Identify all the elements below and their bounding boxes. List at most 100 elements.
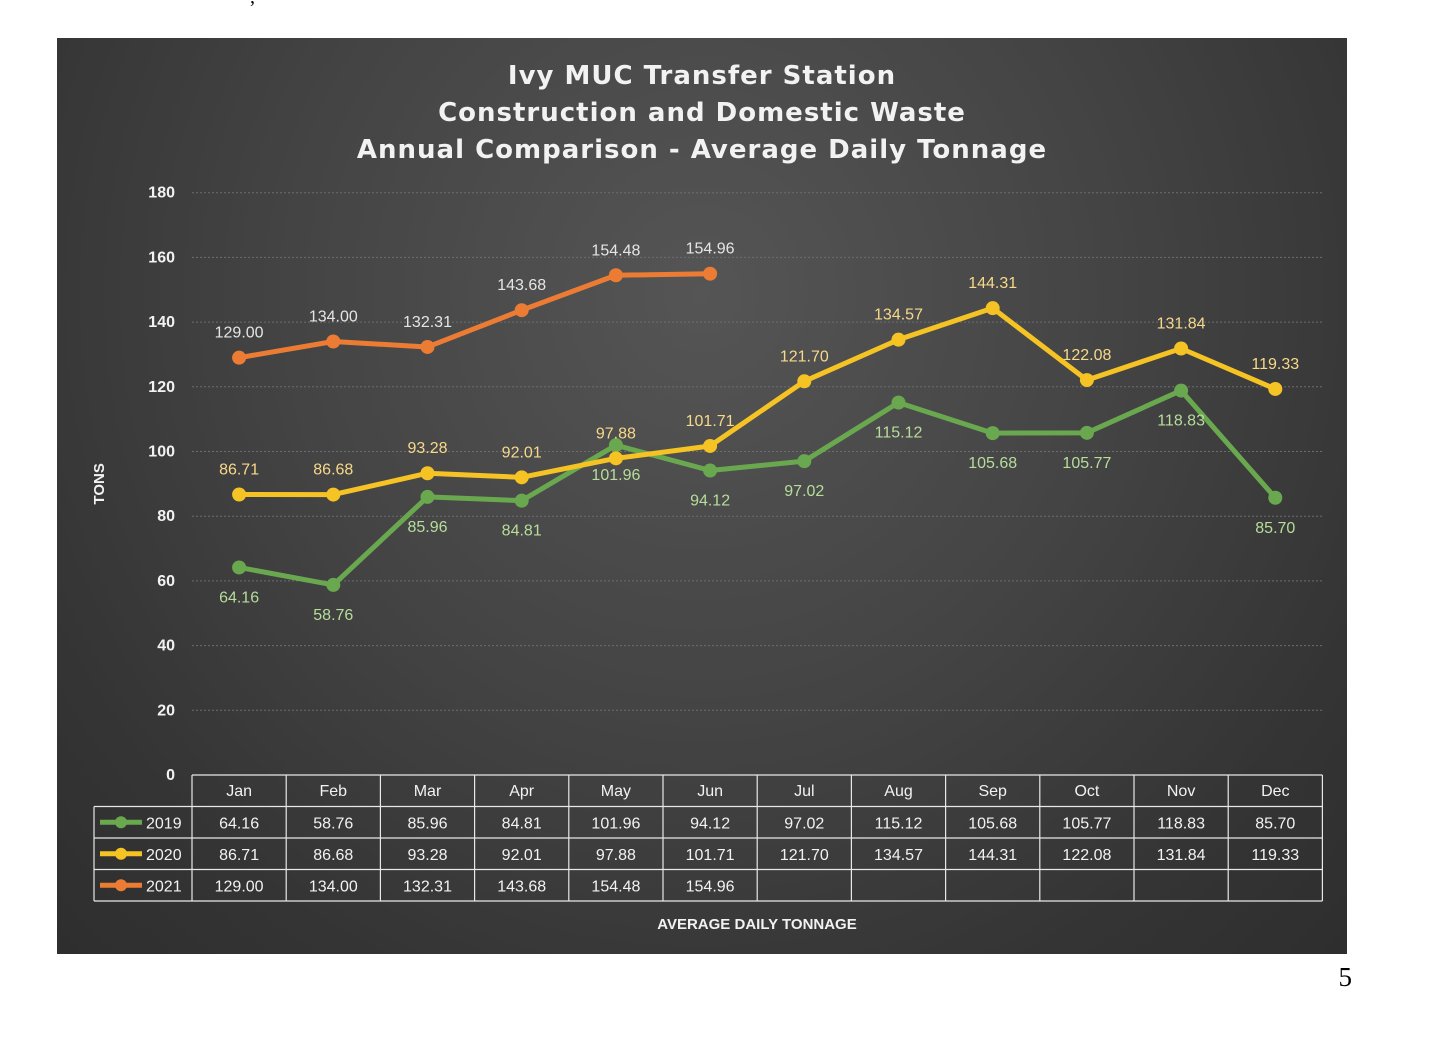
table-cell-2020: 134.57 <box>874 847 923 864</box>
category-label: Jul <box>794 783 814 800</box>
table-cell-2019: 94.12 <box>690 816 730 833</box>
legend-marker-2021 <box>115 879 127 892</box>
table-cell-2021: 134.00 <box>309 879 358 896</box>
table-cell-2019: 97.02 <box>784 816 824 833</box>
data-point-2019 <box>326 577 341 592</box>
y-tick-label: 80 <box>157 508 175 525</box>
category-label: Nov <box>1167 783 1195 800</box>
table-cell-2019: 84.81 <box>502 816 542 833</box>
data-label-2019: 85.96 <box>407 519 447 536</box>
y-tick-label: 180 <box>148 185 175 202</box>
table-cell-2021: 129.00 <box>215 879 264 896</box>
data-point-2020 <box>326 487 341 502</box>
data-label-2019: 101.96 <box>591 467 640 484</box>
page-number: 5 <box>1338 962 1353 992</box>
y-axis-label-group: TONS <box>91 463 108 504</box>
gridlines <box>192 192 1323 711</box>
x-axis-label-group: AVERAGE DAILY TONNAGE <box>657 916 856 933</box>
category-label: Aug <box>884 783 912 800</box>
data-label-2020: 122.08 <box>1062 347 1111 364</box>
data-point-2019 <box>232 560 247 575</box>
data-point-2021 <box>703 266 718 281</box>
legend-label-2020: 2020 <box>146 847 182 864</box>
y-axis-ticks: 0 20 40 60 80 100 120 140 160 180 <box>148 185 175 784</box>
series-line-2021 <box>236 271 713 361</box>
chart-panel: Ivy MUC Transfer Station Construction and… <box>57 38 1347 954</box>
table-cell-2020: 92.01 <box>502 847 542 864</box>
table-cell-2020: 131.84 <box>1157 847 1206 864</box>
data-label-2020: 101.71 <box>686 413 735 430</box>
y-axis-label: TONS <box>91 463 108 504</box>
data-point-2020 <box>891 332 906 347</box>
table-cell-2020: 86.71 <box>219 847 259 864</box>
category-label: May <box>601 783 631 800</box>
data-label-2021: 154.96 <box>686 241 735 258</box>
data-point-2019 <box>797 454 812 469</box>
data-label-2020: 144.31 <box>968 275 1017 292</box>
data-label-2020: 93.28 <box>407 440 447 457</box>
y-tick-label: 60 <box>157 573 175 590</box>
x-axis-label: AVERAGE DAILY TONNAGE <box>657 916 856 933</box>
legend-label-2021: 2021 <box>146 879 182 896</box>
table-cell-2019: 101.96 <box>591 816 640 833</box>
data-point-2021 <box>420 339 435 354</box>
data-point-2019 <box>1079 425 1094 440</box>
category-label: Jun <box>697 783 723 800</box>
table-cell-2019: 64.16 <box>219 816 259 833</box>
table-cell-2019: 105.68 <box>968 816 1017 833</box>
y-tick-label: 20 <box>157 702 175 719</box>
data-label-2019: 64.16 <box>219 589 259 606</box>
legend-marker-2020 <box>115 847 127 860</box>
table-cell-2020: 144.31 <box>968 847 1017 864</box>
category-label: Oct <box>1074 783 1099 800</box>
data-label-2021: 129.00 <box>215 325 264 342</box>
data-label-2019: 84.81 <box>502 523 542 540</box>
data-point-2019 <box>608 438 623 453</box>
data-label-2021: 143.68 <box>497 277 546 294</box>
data-label-2019: 115.12 <box>875 425 923 442</box>
data-point-2020 <box>420 466 435 481</box>
data-point-2020 <box>797 374 812 389</box>
clipped-text-fragment: , <box>250 0 255 9</box>
data-label-2020: 119.33 <box>1251 356 1299 373</box>
data-point-2020 <box>608 451 623 466</box>
table-cell-2019: 105.77 <box>1062 816 1111 833</box>
data-label-2020: 121.70 <box>780 348 829 365</box>
data-label-2019: 105.77 <box>1062 455 1111 472</box>
data-point-2021 <box>326 334 341 349</box>
chart-title-line: Ivy MUC Transfer Station <box>508 61 896 91</box>
data-point-2020 <box>1079 373 1094 388</box>
series-line-2020 <box>236 305 1278 498</box>
data-label-2020: 92.01 <box>502 444 542 461</box>
table-cell-2019: 58.76 <box>313 816 353 833</box>
table-cell-2021: 154.48 <box>591 879 640 896</box>
chart-title-line: Annual Comparison - Average Daily Tonnag… <box>357 135 1047 165</box>
table-cell-2019: 85.96 <box>407 816 447 833</box>
legend-label-2019: 2019 <box>146 816 182 833</box>
table-cell-2020: 119.33 <box>1251 847 1299 864</box>
data-table: Jan Feb Mar Apr May Jun Jul Aug Sep Oct Nov Dec 2019… <box>93 774 1324 902</box>
series-lines <box>232 266 1283 592</box>
data-labels: 64.16 58.76 85.96 84.81 101.96 94.12 97.02 115.… <box>215 241 1300 624</box>
category-label: Apr <box>509 783 535 800</box>
data-point-2019 <box>891 395 906 410</box>
data-point-2019 <box>420 489 435 504</box>
data-label-2020: 97.88 <box>596 425 636 442</box>
table-cell-2021: 132.31 <box>403 879 452 896</box>
data-point-2019 <box>985 426 1000 441</box>
y-tick-label: 0 <box>166 767 175 784</box>
table-cell-2020: 86.68 <box>313 847 353 864</box>
chart-title: Ivy MUC Transfer Station Construction and… <box>357 61 1047 165</box>
table-cell-2021: 143.68 <box>497 879 546 896</box>
category-label: Jan <box>226 783 252 800</box>
y-tick-label: 160 <box>148 249 175 266</box>
data-label-2020: 134.57 <box>874 307 923 324</box>
table-cell-2020: 122.08 <box>1062 847 1111 864</box>
series-line-2019 <box>236 388 1278 588</box>
data-point-2020 <box>985 301 1000 316</box>
category-label: Sep <box>978 783 1007 800</box>
data-label-2020: 86.71 <box>219 461 259 478</box>
y-tick-label: 40 <box>157 638 175 655</box>
data-point-2020 <box>514 470 529 485</box>
data-label-2019: 58.76 <box>313 607 353 624</box>
